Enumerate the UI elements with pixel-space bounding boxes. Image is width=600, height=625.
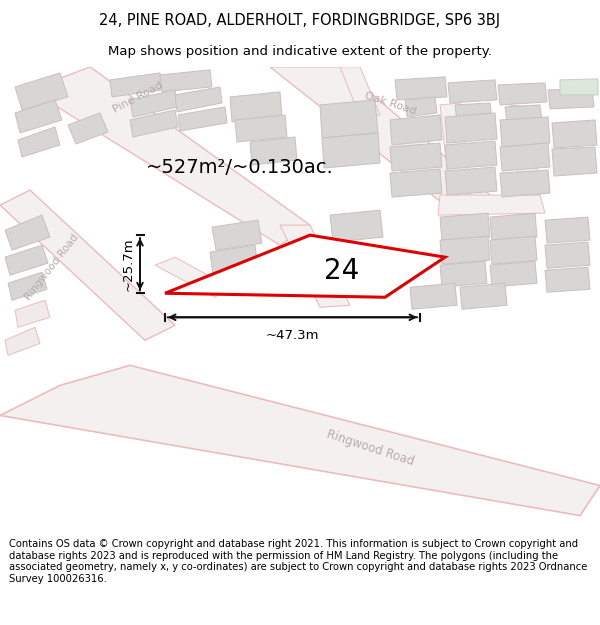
Text: Contains OS data © Crown copyright and database right 2021. This information is : Contains OS data © Crown copyright and d… [9, 539, 587, 584]
Text: Ringwood Road: Ringwood Road [325, 428, 415, 468]
Polygon shape [490, 236, 537, 264]
Polygon shape [110, 73, 162, 97]
Polygon shape [15, 73, 68, 110]
Text: 24, PINE ROAD, ALDERHOLT, FORDINGBRIDGE, SP6 3BJ: 24, PINE ROAD, ALDERHOLT, FORDINGBRIDGE,… [100, 13, 500, 28]
Text: 24: 24 [323, 257, 359, 285]
Text: Pine
Road: Pine Road [314, 259, 341, 288]
Polygon shape [175, 87, 222, 112]
Polygon shape [30, 67, 310, 245]
Polygon shape [130, 90, 178, 117]
Polygon shape [505, 105, 542, 124]
Polygon shape [68, 113, 108, 144]
Polygon shape [405, 97, 437, 117]
Polygon shape [445, 113, 497, 143]
Polygon shape [552, 120, 597, 148]
Polygon shape [395, 77, 447, 100]
Polygon shape [498, 83, 547, 105]
Polygon shape [235, 115, 287, 142]
Polygon shape [500, 117, 550, 147]
Polygon shape [560, 79, 598, 95]
Polygon shape [340, 67, 380, 117]
Polygon shape [160, 70, 212, 92]
Polygon shape [440, 236, 490, 264]
Polygon shape [322, 133, 380, 168]
Polygon shape [545, 242, 590, 268]
Text: ~25.7m: ~25.7m [122, 238, 135, 291]
Text: Pine Road: Pine Road [112, 79, 164, 114]
Polygon shape [15, 300, 50, 328]
Text: ~47.3m: ~47.3m [266, 329, 319, 342]
Polygon shape [440, 261, 487, 288]
Polygon shape [178, 107, 227, 131]
Polygon shape [8, 272, 47, 300]
Polygon shape [438, 195, 545, 215]
Text: Oak Road: Oak Road [363, 90, 417, 116]
Polygon shape [445, 141, 497, 169]
Polygon shape [460, 283, 507, 309]
Polygon shape [548, 89, 594, 109]
Polygon shape [210, 245, 258, 274]
Polygon shape [390, 169, 442, 197]
Polygon shape [165, 235, 445, 298]
Polygon shape [500, 143, 550, 171]
Polygon shape [280, 225, 350, 308]
Polygon shape [5, 245, 48, 275]
Polygon shape [320, 100, 378, 138]
Text: Ringwood Road: Ringwood Road [23, 232, 81, 302]
Polygon shape [0, 366, 600, 516]
Polygon shape [5, 328, 40, 356]
Polygon shape [445, 167, 497, 195]
Polygon shape [390, 115, 442, 145]
Polygon shape [500, 170, 550, 197]
Polygon shape [155, 257, 230, 298]
Polygon shape [440, 213, 490, 241]
Polygon shape [448, 80, 497, 103]
Text: ~527m²/~0.130ac.: ~527m²/~0.130ac. [146, 158, 334, 176]
Polygon shape [552, 147, 597, 176]
Polygon shape [410, 283, 457, 309]
Polygon shape [18, 127, 60, 157]
Polygon shape [330, 210, 383, 242]
Polygon shape [510, 105, 540, 195]
Polygon shape [270, 67, 490, 213]
Polygon shape [390, 143, 442, 171]
Polygon shape [212, 220, 262, 250]
Polygon shape [490, 261, 537, 288]
Polygon shape [230, 92, 282, 122]
Polygon shape [545, 268, 590, 292]
Polygon shape [455, 103, 492, 122]
Polygon shape [5, 215, 50, 250]
Text: Map shows position and indicative extent of the property.: Map shows position and indicative extent… [108, 46, 492, 58]
Polygon shape [490, 213, 537, 241]
Polygon shape [250, 137, 297, 165]
Polygon shape [130, 110, 178, 137]
Polygon shape [15, 100, 62, 133]
Polygon shape [440, 103, 470, 197]
Polygon shape [0, 190, 175, 340]
Polygon shape [545, 217, 590, 243]
